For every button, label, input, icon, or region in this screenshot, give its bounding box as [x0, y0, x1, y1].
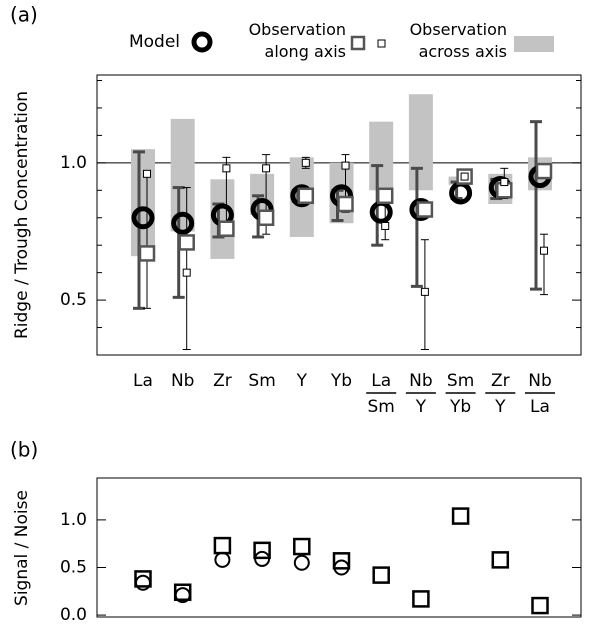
plot-frame — [96, 74, 582, 356]
range-bar — [131, 149, 155, 257]
legend-marker — [350, 35, 366, 51]
x-tick-label: Y — [494, 397, 506, 417]
observation-small-marker — [182, 268, 191, 277]
x-tick-label: Y — [296, 371, 308, 391]
x-tick-label: Zr — [491, 371, 510, 391]
observation-marker — [531, 596, 549, 615]
x-tick-label: Y — [415, 397, 427, 417]
observation-marker — [213, 536, 232, 555]
y-tick-label: 0.0 — [60, 605, 87, 625]
observation-marker — [332, 552, 351, 570]
x-tick-label: La — [133, 371, 153, 391]
observation-marker — [416, 201, 434, 218]
observation-marker — [297, 187, 315, 205]
legend-marker — [377, 39, 386, 48]
observation-marker — [293, 537, 311, 556]
observation-small-marker — [222, 164, 231, 173]
panel-label: (b) — [10, 438, 38, 462]
y-tick-label: 1.0 — [60, 510, 87, 530]
x-tick-label: Sm — [447, 371, 474, 391]
observation-marker — [173, 583, 192, 601]
x-tick-label: Nb — [171, 371, 195, 391]
observation-marker — [138, 245, 156, 262]
y-tick-label: 0.5 — [60, 557, 87, 577]
x-tick-label: Nb — [409, 371, 433, 391]
legend-label: Observation along axis — [248, 20, 346, 61]
x-tick-label: La — [530, 397, 550, 417]
observation-small-marker — [500, 178, 509, 187]
model-marker — [293, 554, 310, 571]
range-bar — [369, 121, 394, 191]
observation-small-marker — [540, 246, 548, 255]
observation-small-marker — [420, 287, 429, 296]
observation-small-marker — [262, 164, 271, 173]
legend-marker — [191, 31, 213, 53]
x-tick-label: Yb — [449, 397, 471, 417]
x-tick-label: Zr — [213, 371, 232, 391]
observation-marker — [218, 220, 235, 237]
observation-small-marker — [381, 221, 390, 230]
model-marker — [369, 200, 393, 224]
observation-marker — [535, 162, 553, 180]
observation-small-marker — [301, 158, 310, 167]
observation-marker — [134, 570, 152, 588]
x-tick-label: La — [371, 371, 391, 391]
observation-marker — [376, 187, 394, 205]
observation-small-marker — [143, 169, 151, 178]
y-axis-label: Ridge / Trough Concentration — [12, 91, 32, 339]
observation-marker — [451, 507, 470, 525]
x-tick-label: Sm — [368, 397, 395, 417]
model-marker — [214, 551, 231, 568]
observation-marker — [257, 209, 275, 226]
observation-marker — [253, 541, 271, 560]
observation-small-marker — [341, 161, 350, 170]
y-axis-label: Signal / Noise — [12, 490, 32, 606]
x-tick-label: Sm — [248, 371, 275, 391]
model-marker — [171, 211, 195, 235]
y-tick-label: 0.5 — [60, 290, 87, 310]
panel-label: (a) — [10, 3, 38, 27]
x-tick-label: Nb — [528, 371, 552, 391]
legend-label: Observation across axis — [409, 20, 507, 61]
observation-marker — [372, 566, 390, 584]
y-tick-label: 1.0 — [60, 153, 87, 173]
legend-label: Model — [129, 32, 180, 52]
observation-marker — [412, 590, 430, 608]
range-bar — [408, 94, 433, 191]
x-tick-label: Yb — [330, 371, 352, 391]
model-marker — [131, 206, 155, 230]
observation-small-marker — [460, 172, 469, 181]
observation-marker — [491, 551, 510, 569]
legend-marker — [514, 36, 554, 52]
plot-frame — [96, 477, 582, 618]
observation-marker — [337, 195, 354, 213]
observation-marker — [178, 234, 195, 251]
